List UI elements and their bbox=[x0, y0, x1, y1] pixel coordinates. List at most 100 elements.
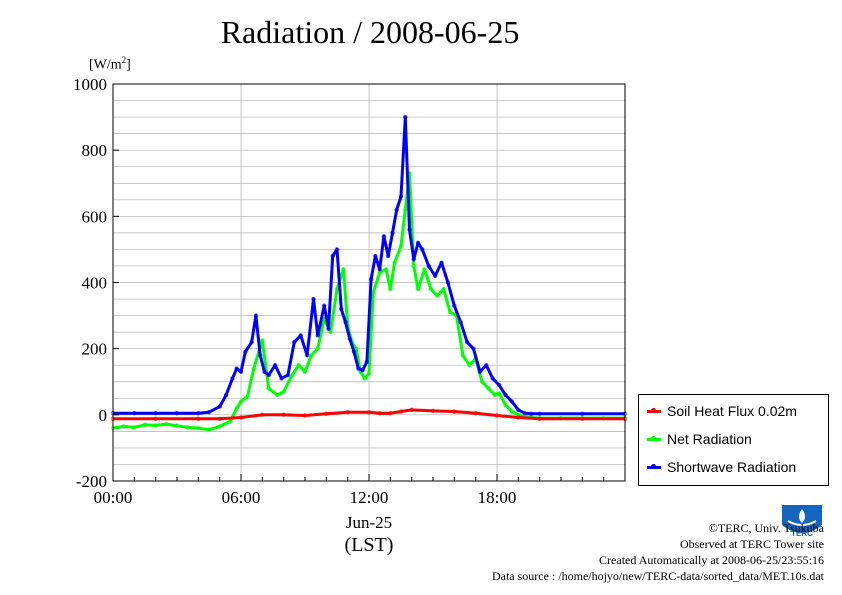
data-point-shortwave-radiation bbox=[509, 399, 515, 404]
data-point-net-radiation bbox=[121, 424, 126, 429]
legend-item-shortwave: Shortwave Radiation bbox=[647, 457, 796, 477]
data-point-soil-heat-flux-0-02m bbox=[398, 409, 404, 414]
data-point-shortwave-radiation bbox=[360, 367, 365, 373]
data-point-shortwave-radiation bbox=[238, 369, 244, 375]
series-line-soil-heat-flux-0-02m bbox=[113, 408, 625, 421]
data-point-shortwave-radiation bbox=[496, 382, 502, 388]
data-point-shortwave-radiation bbox=[347, 336, 352, 341]
y-tick-label: 600 bbox=[82, 207, 108, 226]
data-point-soil-heat-flux-0-02m bbox=[153, 416, 158, 422]
y-tick-label: 200 bbox=[82, 340, 108, 359]
legend-label-net: Net Radiation bbox=[667, 431, 752, 447]
data-point-net-radiation bbox=[479, 379, 485, 384]
legend-label-soil: Soil Heat Flux 0.02m bbox=[667, 403, 797, 419]
chart-title: Radiation / 2008-06-25 bbox=[220, 14, 520, 50]
data-point-shortwave-radiation bbox=[364, 359, 370, 365]
data-point-net-radiation bbox=[266, 386, 271, 391]
data-point-shortwave-radiation bbox=[258, 353, 263, 358]
data-point-shortwave-radiation bbox=[249, 339, 254, 345]
data-point-shortwave-radiation bbox=[243, 349, 248, 355]
data-point-net-radiation bbox=[142, 422, 148, 427]
data-point-net-radiation bbox=[206, 427, 212, 432]
data-point-net-radiation bbox=[435, 293, 440, 298]
data-point-shortwave-radiation bbox=[311, 296, 316, 302]
data-point-net-radiation bbox=[467, 363, 472, 368]
data-point-shortwave-radiation bbox=[452, 303, 457, 308]
data-point-shortwave-radiation bbox=[343, 320, 348, 325]
y-tick-label: 400 bbox=[82, 274, 108, 293]
legend-item-soil-heat-flux: Soil Heat Flux 0.02m bbox=[647, 401, 797, 421]
x-tick-label: 12:00 bbox=[350, 488, 389, 507]
data-point-net-radiation bbox=[509, 409, 515, 414]
data-point-net-radiation bbox=[185, 425, 190, 430]
data-point-shortwave-radiation bbox=[580, 411, 585, 417]
data-point-shortwave-radiation bbox=[394, 207, 399, 212]
data-point-shortwave-radiation bbox=[490, 376, 495, 381]
data-point-shortwave-radiation bbox=[528, 411, 534, 417]
data-point-soil-heat-flux-0-02m bbox=[537, 416, 542, 422]
data-point-net-radiation bbox=[217, 424, 222, 429]
data-point-net-radiation bbox=[392, 260, 397, 265]
data-point-shortwave-radiation bbox=[464, 339, 470, 345]
data-point-shortwave-radiation bbox=[322, 303, 327, 308]
x-axis-title: (LST) bbox=[345, 534, 394, 556]
data-point-soil-heat-flux-0-02m bbox=[452, 409, 457, 414]
data-point-net-radiation bbox=[447, 310, 453, 315]
data-point-net-radiation bbox=[260, 338, 265, 343]
data-point-shortwave-radiation bbox=[373, 253, 378, 259]
data-point-shortwave-radiation bbox=[403, 114, 408, 120]
legend-swatch-net bbox=[647, 435, 661, 441]
data-point-net-radiation bbox=[132, 425, 137, 430]
credit-created: Created Automatically at 2008-06-25/23:5… bbox=[599, 553, 824, 567]
data-point-net-radiation bbox=[296, 363, 301, 368]
grid-lines bbox=[112, 83, 625, 482]
data-point-soil-heat-flux-0-02m bbox=[580, 416, 585, 422]
data-point-soil-heat-flux-0-02m bbox=[516, 415, 521, 420]
data-point-net-radiation bbox=[415, 286, 421, 292]
data-point-shortwave-radiation bbox=[439, 260, 444, 265]
data-point-shortwave-radiation bbox=[132, 410, 137, 416]
data-point-net-radiation bbox=[290, 372, 295, 378]
data-point-net-radiation bbox=[503, 402, 508, 408]
data-point-net-radiation bbox=[486, 386, 491, 391]
data-point-shortwave-radiation bbox=[298, 333, 303, 338]
data-point-shortwave-radiation bbox=[253, 313, 259, 318]
series-line-shortwave-radiation bbox=[113, 115, 625, 416]
data-point-net-radiation bbox=[366, 371, 372, 376]
data-point-shortwave-radiation bbox=[522, 410, 527, 416]
unit-exponent: 2 bbox=[121, 55, 127, 65]
data-point-shortwave-radiation bbox=[503, 392, 508, 398]
data-point-shortwave-radiation bbox=[415, 240, 421, 245]
data-point-shortwave-radiation bbox=[471, 346, 476, 351]
data-point-soil-heat-flux-0-02m bbox=[388, 410, 393, 416]
data-point-shortwave-radiation bbox=[272, 363, 278, 368]
data-point-shortwave-radiation bbox=[426, 263, 431, 269]
data-point-shortwave-radiation bbox=[356, 366, 361, 371]
data-point-net-radiation bbox=[398, 243, 404, 249]
data-point-soil-heat-flux-0-02m bbox=[345, 409, 350, 415]
data-point-net-radiation bbox=[403, 207, 408, 212]
unit-suffix: ] bbox=[126, 57, 131, 73]
data-point-net-radiation bbox=[245, 394, 250, 399]
data-point-net-radiation bbox=[302, 369, 308, 375]
data-point-shortwave-radiation bbox=[458, 320, 463, 325]
data-point-soil-heat-flux-0-02m bbox=[217, 416, 222, 422]
data-point-shortwave-radiation bbox=[537, 411, 542, 417]
unit-prefix: [W/m bbox=[89, 57, 122, 73]
data-point-shortwave-radiation bbox=[407, 227, 412, 232]
data-point-net-radiation bbox=[196, 425, 201, 431]
data-point-shortwave-radiation bbox=[432, 273, 438, 279]
data-point-net-radiation bbox=[422, 267, 427, 272]
data-point-shortwave-radiation bbox=[196, 410, 201, 416]
data-point-shortwave-radiation bbox=[368, 276, 374, 282]
data-point-soil-heat-flux-0-02m bbox=[238, 415, 244, 420]
data-point-net-radiation bbox=[388, 286, 393, 292]
legend-swatch-soil bbox=[647, 407, 661, 413]
data-point-shortwave-radiation bbox=[390, 230, 395, 236]
data-point-net-radiation bbox=[362, 376, 367, 381]
data-point-shortwave-radiation bbox=[174, 410, 180, 416]
data-point-shortwave-radiation bbox=[411, 257, 416, 262]
data-point-soil-heat-flux-0-02m bbox=[473, 410, 478, 416]
credit-source: Data source : /home/hojyo/new/TERC-data/… bbox=[491, 569, 824, 583]
